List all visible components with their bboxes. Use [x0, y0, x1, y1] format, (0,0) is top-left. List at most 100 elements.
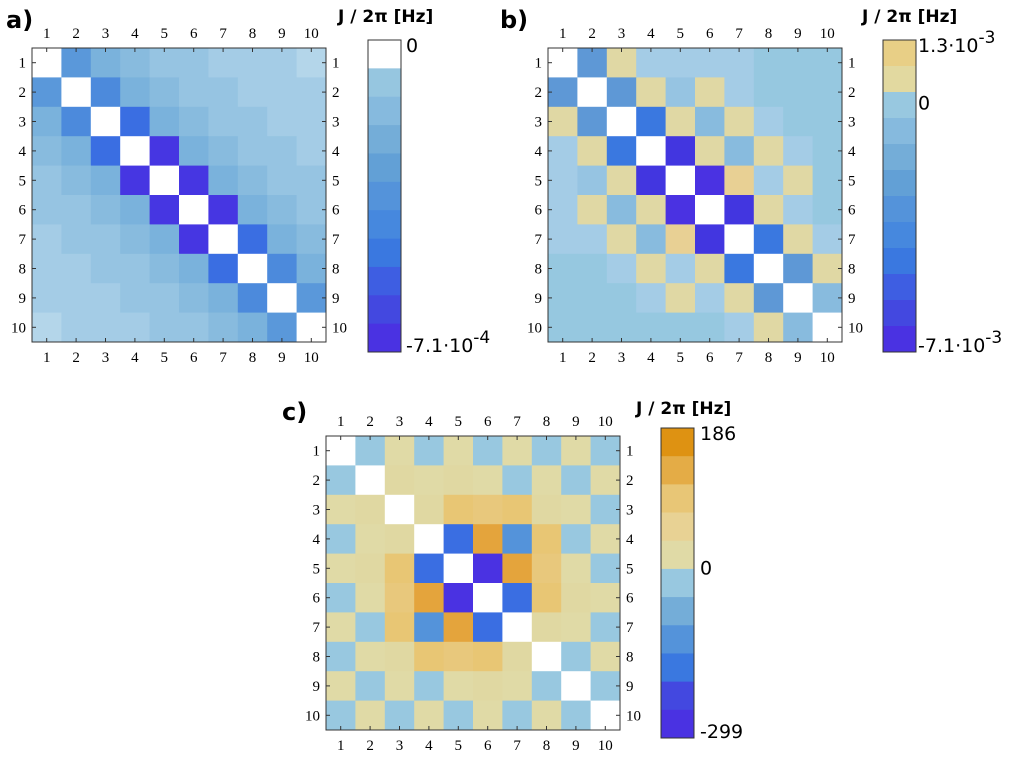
tick-label-right: 5: [626, 561, 634, 577]
heatmap-cell: [179, 77, 209, 108]
tick-label-bottom: 3: [102, 350, 110, 366]
colorbar-swatch: [368, 323, 401, 353]
tick-label-left: 5: [19, 173, 27, 189]
tick-label-top: 2: [72, 26, 80, 42]
heatmap-cell: [443, 436, 474, 466]
heatmap-cell: [61, 77, 92, 108]
heatmap-cell: [812, 106, 843, 137]
tick-label-right: 10: [626, 708, 641, 724]
heatmap-cell: [237, 312, 268, 343]
heatmap-cell: [90, 165, 121, 196]
heatmap-cell: [636, 253, 666, 284]
heatmap-cell: [561, 641, 591, 672]
heatmap-cell: [636, 165, 666, 196]
heatmap-cell: [531, 436, 562, 466]
heatmap-cell: [355, 553, 386, 584]
heatmap-cell: [695, 253, 725, 284]
tick-label-top: 1: [43, 26, 51, 42]
heatmap-cell: [443, 583, 474, 613]
heatmap-cell: [443, 612, 474, 643]
heatmap-cell: [208, 253, 239, 284]
heatmap-cell: [577, 312, 608, 343]
heatmap-cell: [502, 671, 533, 701]
colorbar-label: -7.1·10-3: [918, 328, 1002, 357]
heatmap-cell: [695, 283, 725, 313]
heatmap-cell: [531, 612, 562, 643]
heatmap-cell: [548, 136, 578, 166]
heatmap-cell: [502, 641, 533, 672]
heatmap-cell: [267, 77, 297, 108]
colorbar-swatch: [661, 625, 694, 654]
tick-label-top: 7: [735, 26, 743, 42]
heatmap-cell: [561, 436, 591, 466]
heatmap-cell: [208, 195, 239, 225]
tick-label-bottom: 5: [455, 738, 463, 754]
tick-label-top: 7: [513, 414, 521, 430]
colorbar-swatch: [368, 153, 401, 183]
heatmap-cell: [783, 165, 813, 196]
heatmap-cell: [590, 553, 621, 584]
heatmap-cell: [61, 165, 92, 196]
tick-label-bottom: 6: [484, 738, 492, 754]
heatmap-cell: [443, 465, 474, 496]
colorbar-label: 186: [700, 423, 736, 445]
heatmap-cell: [384, 553, 415, 584]
heatmap-cell: [548, 48, 578, 78]
heatmap-cell: [414, 700, 444, 731]
heatmap-cell: [179, 48, 209, 78]
heatmap-cell: [724, 195, 755, 225]
heatmap-cell: [783, 136, 813, 166]
tick-label-right: 3: [848, 115, 856, 131]
tick-label-bottom: 4: [131, 350, 139, 366]
heatmap-cell: [90, 136, 121, 166]
colorbar-title: J / 2π [Hz]: [635, 399, 731, 419]
heatmap-cell: [61, 48, 92, 78]
heatmap-cell: [443, 494, 474, 525]
heatmap-cell: [812, 224, 843, 255]
colorbar-swatch: [883, 144, 916, 171]
heatmap-cell: [32, 77, 62, 108]
heatmap-cell: [724, 283, 755, 313]
heatmap-cell: [577, 106, 608, 137]
heatmap-cell: [502, 524, 533, 554]
tick-label-bottom: 1: [559, 350, 567, 366]
tick-label-top: 7: [219, 26, 227, 42]
heatmap-cell: [473, 641, 503, 672]
heatmap-cell: [208, 283, 239, 313]
tick-label-right: 9: [332, 291, 340, 307]
tick-label-bottom: 2: [588, 350, 596, 366]
heatmap-cell: [179, 224, 209, 255]
heatmap-cell: [149, 106, 180, 137]
heatmap-cell: [636, 106, 666, 137]
tick-label-left: 9: [535, 291, 543, 307]
colorbar-swatch: [883, 196, 916, 223]
heatmap-cell: [384, 583, 415, 613]
heatmap-cell: [590, 671, 621, 701]
colorbar-title: J / 2π [Hz]: [861, 7, 957, 27]
heatmap-cell: [606, 48, 637, 78]
tick-label-bottom: 10: [598, 738, 613, 754]
heatmap-cell: [120, 48, 150, 78]
panel-label: a): [6, 6, 33, 34]
heatmap-cell: [179, 106, 209, 137]
heatmap-cell: [561, 583, 591, 613]
heatmap-cell: [577, 48, 608, 78]
heatmap-cell: [783, 106, 813, 137]
heatmap-cell: [531, 700, 562, 731]
heatmap-cell: [237, 253, 268, 284]
heatmap-cell: [384, 465, 415, 496]
heatmap-cell: [61, 253, 92, 284]
heatmap-cell: [120, 253, 150, 284]
colorbar-swatch: [661, 484, 694, 513]
heatmap-cell: [32, 195, 62, 225]
heatmap-cell: [267, 253, 297, 284]
tick-label-left: 8: [313, 650, 321, 666]
tick-label-left: 9: [313, 679, 321, 695]
colorbar-swatch: [883, 248, 916, 275]
heatmap-frame: [547, 47, 843, 343]
heatmap-cell: [32, 106, 62, 137]
colorbar-swatch: [368, 238, 401, 268]
heatmap-cell: [90, 224, 121, 255]
heatmap-cell: [61, 224, 92, 255]
